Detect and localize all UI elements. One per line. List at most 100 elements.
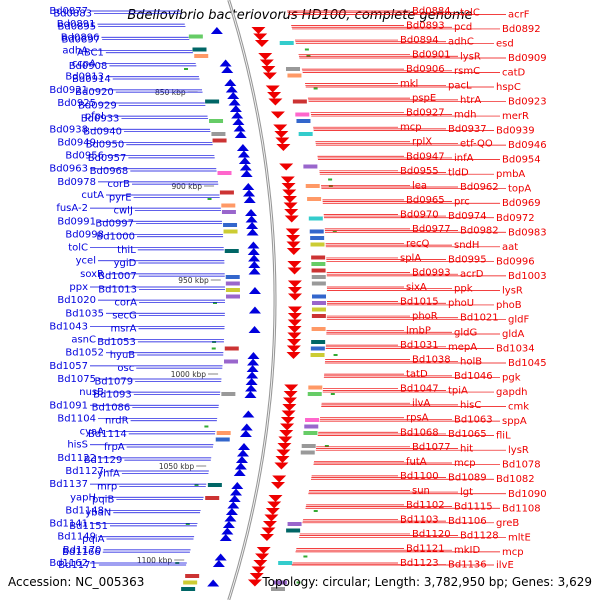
reverse-gene-arrow [285, 228, 300, 236]
reverse-gene-label: Bd0884 [412, 6, 451, 17]
forward-gene-arrow [224, 79, 237, 86]
forward-cog-block [205, 99, 220, 104]
forward-gene-label: Bd0938 [49, 124, 88, 135]
reverse-cog-block [311, 301, 326, 305]
reverse-gene-arrow [259, 534, 274, 541]
reverse-gene-arrow [261, 527, 276, 535]
forward-gene-label: Bd1000 [96, 232, 135, 243]
forward-gene-label: frpA [104, 442, 125, 453]
reverse-gene-arrow [286, 352, 301, 359]
rna-mark [328, 185, 333, 187]
forward-gene-label: Bd0921 [49, 85, 88, 96]
reverse-gene-label: mcp [400, 122, 422, 133]
forward-gene-label: Bd1053 [97, 337, 136, 348]
reverse-cog-block [307, 392, 322, 396]
reverse-gene-label: catD [502, 67, 526, 78]
forward-gene-label: Bd1122 [57, 453, 96, 464]
reverse-gene-label: Bd1090 [508, 489, 547, 500]
forward-cog-block [223, 223, 238, 227]
reverse-gene-arrow [287, 326, 302, 333]
reverse-gene-label: rplX [412, 137, 432, 148]
reverse-gene-label: Bd0993 [412, 267, 451, 278]
reverse-gene-label: hspC [496, 82, 521, 93]
reverse-gene-label: lea [412, 180, 427, 191]
forward-gene-label: Bd1151 [69, 521, 108, 532]
forward-gene-arrow [207, 579, 220, 587]
forward-gene-arrow [247, 248, 260, 255]
forward-gene-arrow [245, 209, 258, 216]
reverse-cog-block [311, 314, 326, 318]
forward-gene-arrow [248, 326, 261, 333]
reverse-gene-label: Bd0974 [448, 211, 487, 222]
reverse-gene-label: Bd0972 [496, 213, 535, 224]
forward-gene-label: msrA [111, 324, 137, 335]
forward-gene-label: yhfA [97, 468, 120, 479]
reverse-gene-arrow [287, 261, 302, 268]
reverse-gene-label: adhC [448, 37, 474, 48]
reverse-gene-arrow [255, 553, 270, 561]
rna-mark [324, 445, 329, 447]
map-title: Bdellovibrio bacteriovorus HD100, comple… [127, 8, 473, 23]
forward-gene-label: Bd1086 [92, 403, 131, 414]
reverse-gene-label: Bd1121 [406, 543, 445, 554]
forward-gene-label: Bd0929 [78, 100, 117, 111]
reverse-gene-label: Bd0982 [460, 226, 499, 237]
forward-gene-arrow [214, 553, 227, 561]
forward-gene-label: Bd0895 [58, 21, 97, 32]
reverse-gene-arrow [282, 196, 297, 203]
reverse-cog-block [305, 418, 320, 422]
forward-gene-label: Bd0877 [49, 6, 88, 17]
reverse-cog-block [292, 99, 307, 104]
forward-gene-label: Bd0914 [72, 74, 111, 85]
forward-gene-arrow [234, 462, 247, 470]
forward-gene-label: secG [112, 311, 137, 322]
reverse-gene-label: Bd0946 [508, 140, 547, 151]
reverse-gene-label: fliL [496, 431, 511, 442]
forward-gene-label: Bd1020 [57, 295, 96, 306]
reverse-gene-arrow [287, 332, 302, 340]
reverse-gene-arrow [276, 144, 291, 151]
reverse-gene-label: mltE [508, 532, 531, 543]
reverse-cog-block [286, 528, 301, 533]
reverse-gene-label: topA [508, 184, 531, 195]
reverse-gene-label: cmk [508, 402, 529, 413]
reverse-gene-arrow [254, 40, 269, 47]
reverse-gene-label: mkl [400, 79, 418, 90]
forward-cog-block [223, 229, 238, 234]
rna-mark [207, 198, 212, 200]
reverse-gene-arrow [287, 293, 302, 301]
reverse-gene-label: etf-QO [460, 138, 493, 149]
forward-gene-arrow [225, 508, 238, 515]
reverse-gene-label: Bd1120 [412, 529, 451, 540]
reverse-cog-block [309, 229, 324, 234]
reverse-gene-arrow [287, 319, 302, 327]
genome-summary: Topology: circular; Length: 3,782,950 bp… [262, 575, 592, 589]
forward-gene-arrow [247, 358, 260, 366]
forward-gene-arrow [246, 365, 259, 372]
reverse-gene-arrow [267, 92, 282, 99]
forward-gene-label: hisS [67, 440, 88, 451]
forward-gene-label: fusA-2 [56, 203, 88, 214]
reverse-gene-label: htrA [460, 95, 481, 106]
forward-gene-arrow [224, 514, 237, 522]
kbp-tick-label: 950 kbp [178, 276, 209, 285]
rna-mark [211, 347, 216, 350]
forward-gene-label: osc [117, 363, 134, 374]
reverse-gene-label: Bd1102 [406, 500, 445, 511]
reverse-gene-label: Bd0937 [448, 124, 487, 135]
reverse-gene-label: Bd0996 [496, 256, 535, 267]
reverse-gene-label: ppk [454, 284, 473, 295]
reverse-gene-arrow [287, 339, 302, 346]
forward-gene-arrow [219, 534, 232, 541]
rna-mark [184, 68, 189, 70]
forward-gene-arrow [231, 111, 244, 119]
rna-mark [313, 87, 318, 90]
rna-mark [212, 302, 217, 304]
reverse-gene-label: Bd0909 [508, 53, 547, 64]
reverse-gene-arrow [277, 443, 292, 450]
reverse-gene-arrow [286, 241, 301, 249]
forward-gene-label: cyaA [80, 427, 105, 438]
reverse-gene-arrow [251, 566, 266, 574]
reverse-gene-arrow [256, 547, 271, 554]
